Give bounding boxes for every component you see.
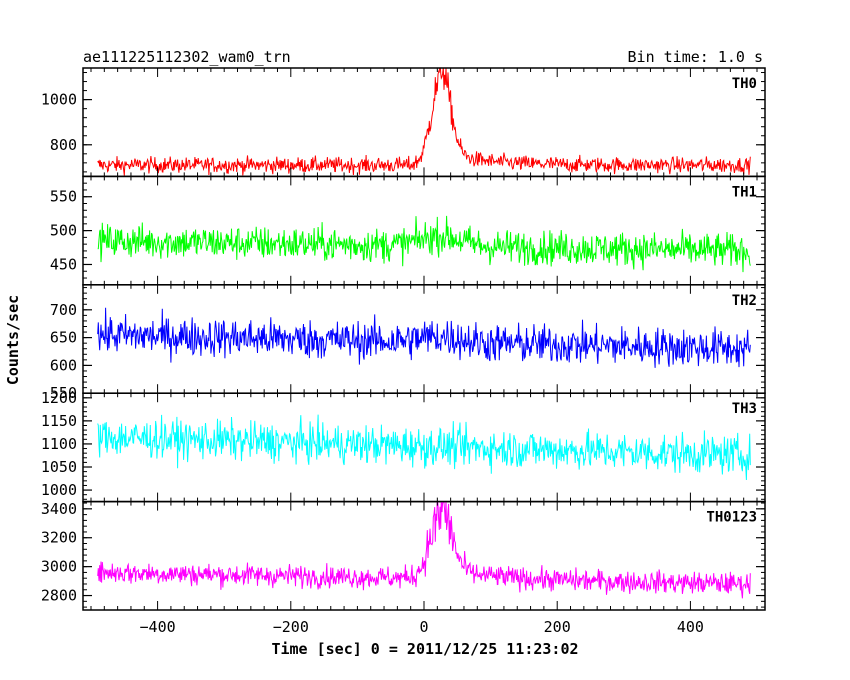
panel-th2: 550 600 650 700 TH2 <box>50 284 766 402</box>
x-tick-label: −400 <box>140 618 176 636</box>
panel-th3: 1000 1050 1100 1150 1200 TH3 <box>41 389 766 503</box>
y-tick-label-th3: 1200 <box>41 389 77 407</box>
y-tick-label-th1: 500 <box>50 222 77 240</box>
y-tick-label-th0123: 3400 <box>41 500 77 518</box>
y-tick-label-th1: 450 <box>50 255 77 273</box>
x-axis: −400 −200 0 200 400 <box>140 618 704 636</box>
x-tick-label: 200 <box>544 618 571 636</box>
y-tick-label-th0123: 2800 <box>41 587 77 605</box>
panel-th1: 450 500 550 TH1 <box>50 175 766 286</box>
y-tick-label-th0: 1000 <box>41 91 77 109</box>
series-line-th1 <box>97 215 751 273</box>
x-tick-label: −200 <box>273 618 309 636</box>
panel-label-th3: TH3 <box>732 401 757 417</box>
panels: 800 1000 TH0 450 500 550 TH1 550 600 650 700 TH2 100… <box>41 67 766 611</box>
series-line-th2 <box>97 307 751 368</box>
panel-th0123: 2800 3000 3200 3400 TH0123 <box>41 500 766 611</box>
x-tick-label: 0 <box>419 618 428 636</box>
panel-th0: 800 1000 TH0 <box>41 67 766 178</box>
panel-label-th1: TH1 <box>732 184 757 200</box>
y-tick-label-th1: 550 <box>50 188 77 206</box>
series-line-th0 <box>97 68 751 176</box>
y-tick-label-th0123: 3000 <box>41 558 77 576</box>
y-tick-label-th0123: 3200 <box>41 529 77 547</box>
y-tick-label-th3: 1100 <box>41 435 77 453</box>
y-tick-label-th3: 1050 <box>41 458 77 476</box>
bin-time-label: Bin time: 1.0 s <box>628 48 763 66</box>
series-line-th0123 <box>97 501 751 599</box>
chart-title: ae111225112302_wam0_trn <box>83 48 291 66</box>
y-axis-label: Counts/sec <box>4 295 22 385</box>
panel-frame <box>82 67 766 178</box>
panel-label-th0123: TH0123 <box>706 510 757 526</box>
y-tick-label-th3: 1150 <box>41 412 77 430</box>
x-tick-label: 400 <box>677 618 704 636</box>
panel-label-th0: TH0 <box>732 76 757 92</box>
y-tick-label-th2: 550 <box>50 384 77 402</box>
x-axis-label: Time [sec] 0 = 2011/12/25 11:23:02 <box>271 640 578 658</box>
y-tick-label-th2: 600 <box>50 356 77 374</box>
y-tick-label-th2: 650 <box>50 329 77 347</box>
y-tick-label-th3: 1000 <box>41 481 77 499</box>
panel-frame <box>82 175 766 286</box>
y-tick-label-th0: 800 <box>50 136 77 154</box>
y-tick-label-th2: 700 <box>50 301 77 319</box>
panel-frame <box>82 500 766 611</box>
series-line-th3 <box>97 414 751 481</box>
panel-label-th2: TH2 <box>732 293 757 309</box>
